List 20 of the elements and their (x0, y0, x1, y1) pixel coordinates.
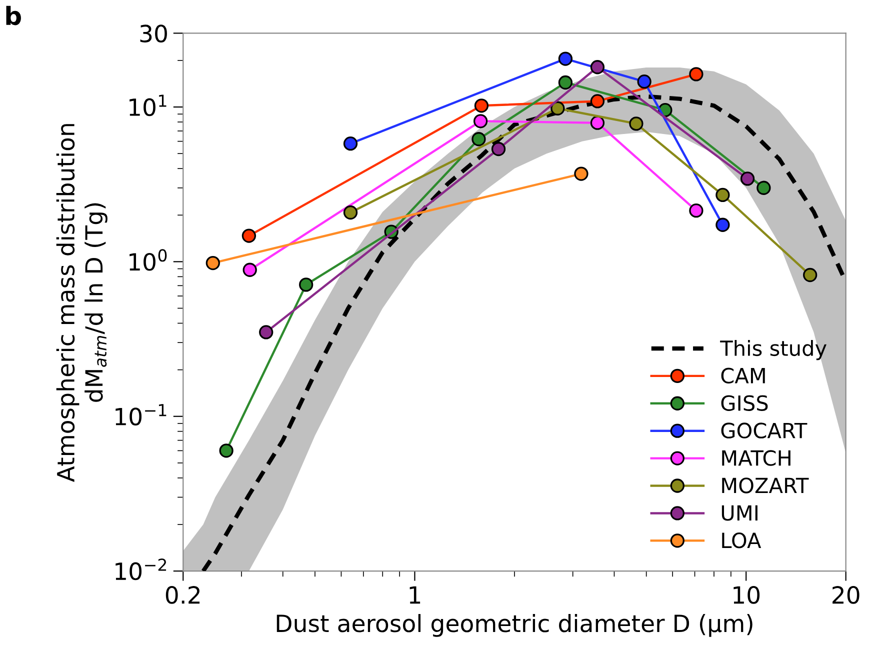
chart-title: b (6, 6, 21, 26)
legend-label: MOZART (722, 478, 809, 494)
legend-label: LOA (722, 532, 762, 548)
y-tick-label: 10$^{1}$ (130, 94, 166, 116)
legend-label: GISS (721, 395, 768, 411)
y-tick-label: 10$^{0}$ (130, 249, 167, 271)
legend-label: UMI (722, 505, 758, 521)
legend-label: GOCART (721, 422, 808, 438)
legend-label: This study (720, 340, 826, 360)
y-tick-label: 30 (140, 24, 167, 43)
x-axis-title: Dust aerosol geometric diameter D (μm) (276, 614, 752, 637)
x-tick-label: 0.2 (166, 586, 200, 604)
x-tick-label: 1 (410, 586, 420, 604)
y-tick-label: 10$^{−1}$ (116, 404, 166, 426)
x-tick-label: 20 (832, 586, 860, 604)
legend-label: MATCH (722, 450, 790, 466)
y-tick-label: 10$^{−2}$ (116, 558, 166, 580)
y-axis-title: Atmospheric mass distribution dM$_{atm}$/d ln D (Tg) (56, 124, 108, 482)
x-tick-label: 10 (734, 586, 760, 604)
legend-label: CAM (721, 368, 765, 384)
